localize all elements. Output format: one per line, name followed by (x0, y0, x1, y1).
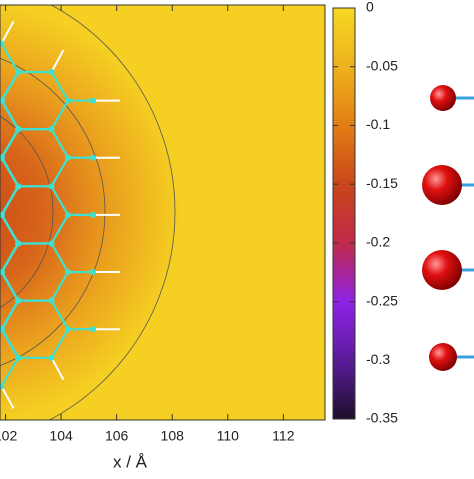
atom (15, 69, 22, 75)
atom (48, 69, 55, 75)
atom (90, 154, 96, 161)
atom (0, 154, 5, 161)
x-tick-label: 112 (272, 428, 295, 444)
atom (15, 297, 22, 304)
atom (0, 269, 5, 276)
spheres (422, 85, 474, 371)
heatmap (0, 5, 325, 420)
h-bond (50, 49, 65, 73)
x-tick-label: 110 (217, 428, 240, 444)
atom (90, 211, 96, 218)
atom (48, 354, 55, 361)
plot-area (0, 5, 325, 420)
plot-frame (0, 4, 326, 421)
atom (65, 269, 71, 276)
x-tick-label: 102 (0, 428, 17, 444)
colorbar (332, 7, 356, 420)
colorbar-tick-label: 0 (366, 0, 374, 15)
atom (90, 326, 96, 333)
atom (48, 240, 55, 247)
atom (48, 297, 55, 304)
atom (15, 240, 22, 247)
atom (48, 183, 55, 190)
atom (15, 183, 22, 190)
atom (15, 126, 22, 133)
atom (90, 97, 96, 104)
colorbar-tick-label: -0.05 (366, 57, 398, 73)
atom (0, 97, 5, 104)
colorbar-tick-label: -0.15 (366, 175, 398, 191)
x-tick-label: 104 (49, 428, 73, 444)
atom (65, 211, 71, 218)
contours (0, 5, 176, 420)
h-bond (0, 20, 15, 44)
atom (65, 326, 71, 333)
atom (0, 211, 5, 218)
atom (0, 326, 5, 333)
atom (0, 40, 5, 47)
colorbar-tick-label: -0.25 (366, 292, 398, 308)
atom (65, 97, 71, 104)
colorbar-tick-label: -0.2 (366, 234, 390, 250)
atom (48, 126, 55, 133)
x-tick-label: 108 (161, 428, 185, 444)
x-axis-label: x / Å (113, 452, 148, 471)
atom (65, 154, 71, 161)
colorbar-tick-label: -0.3 (366, 351, 390, 367)
colorbar-tick-label: -0.35 (366, 410, 398, 426)
atom (90, 269, 96, 276)
atom (0, 383, 5, 390)
atom (15, 354, 22, 361)
colorbar-tick-label: -0.1 (366, 116, 390, 132)
x-tick-label: 106 (105, 428, 129, 444)
molecule (0, 20, 120, 409)
h-bond (50, 357, 65, 381)
h-bond (0, 385, 15, 409)
